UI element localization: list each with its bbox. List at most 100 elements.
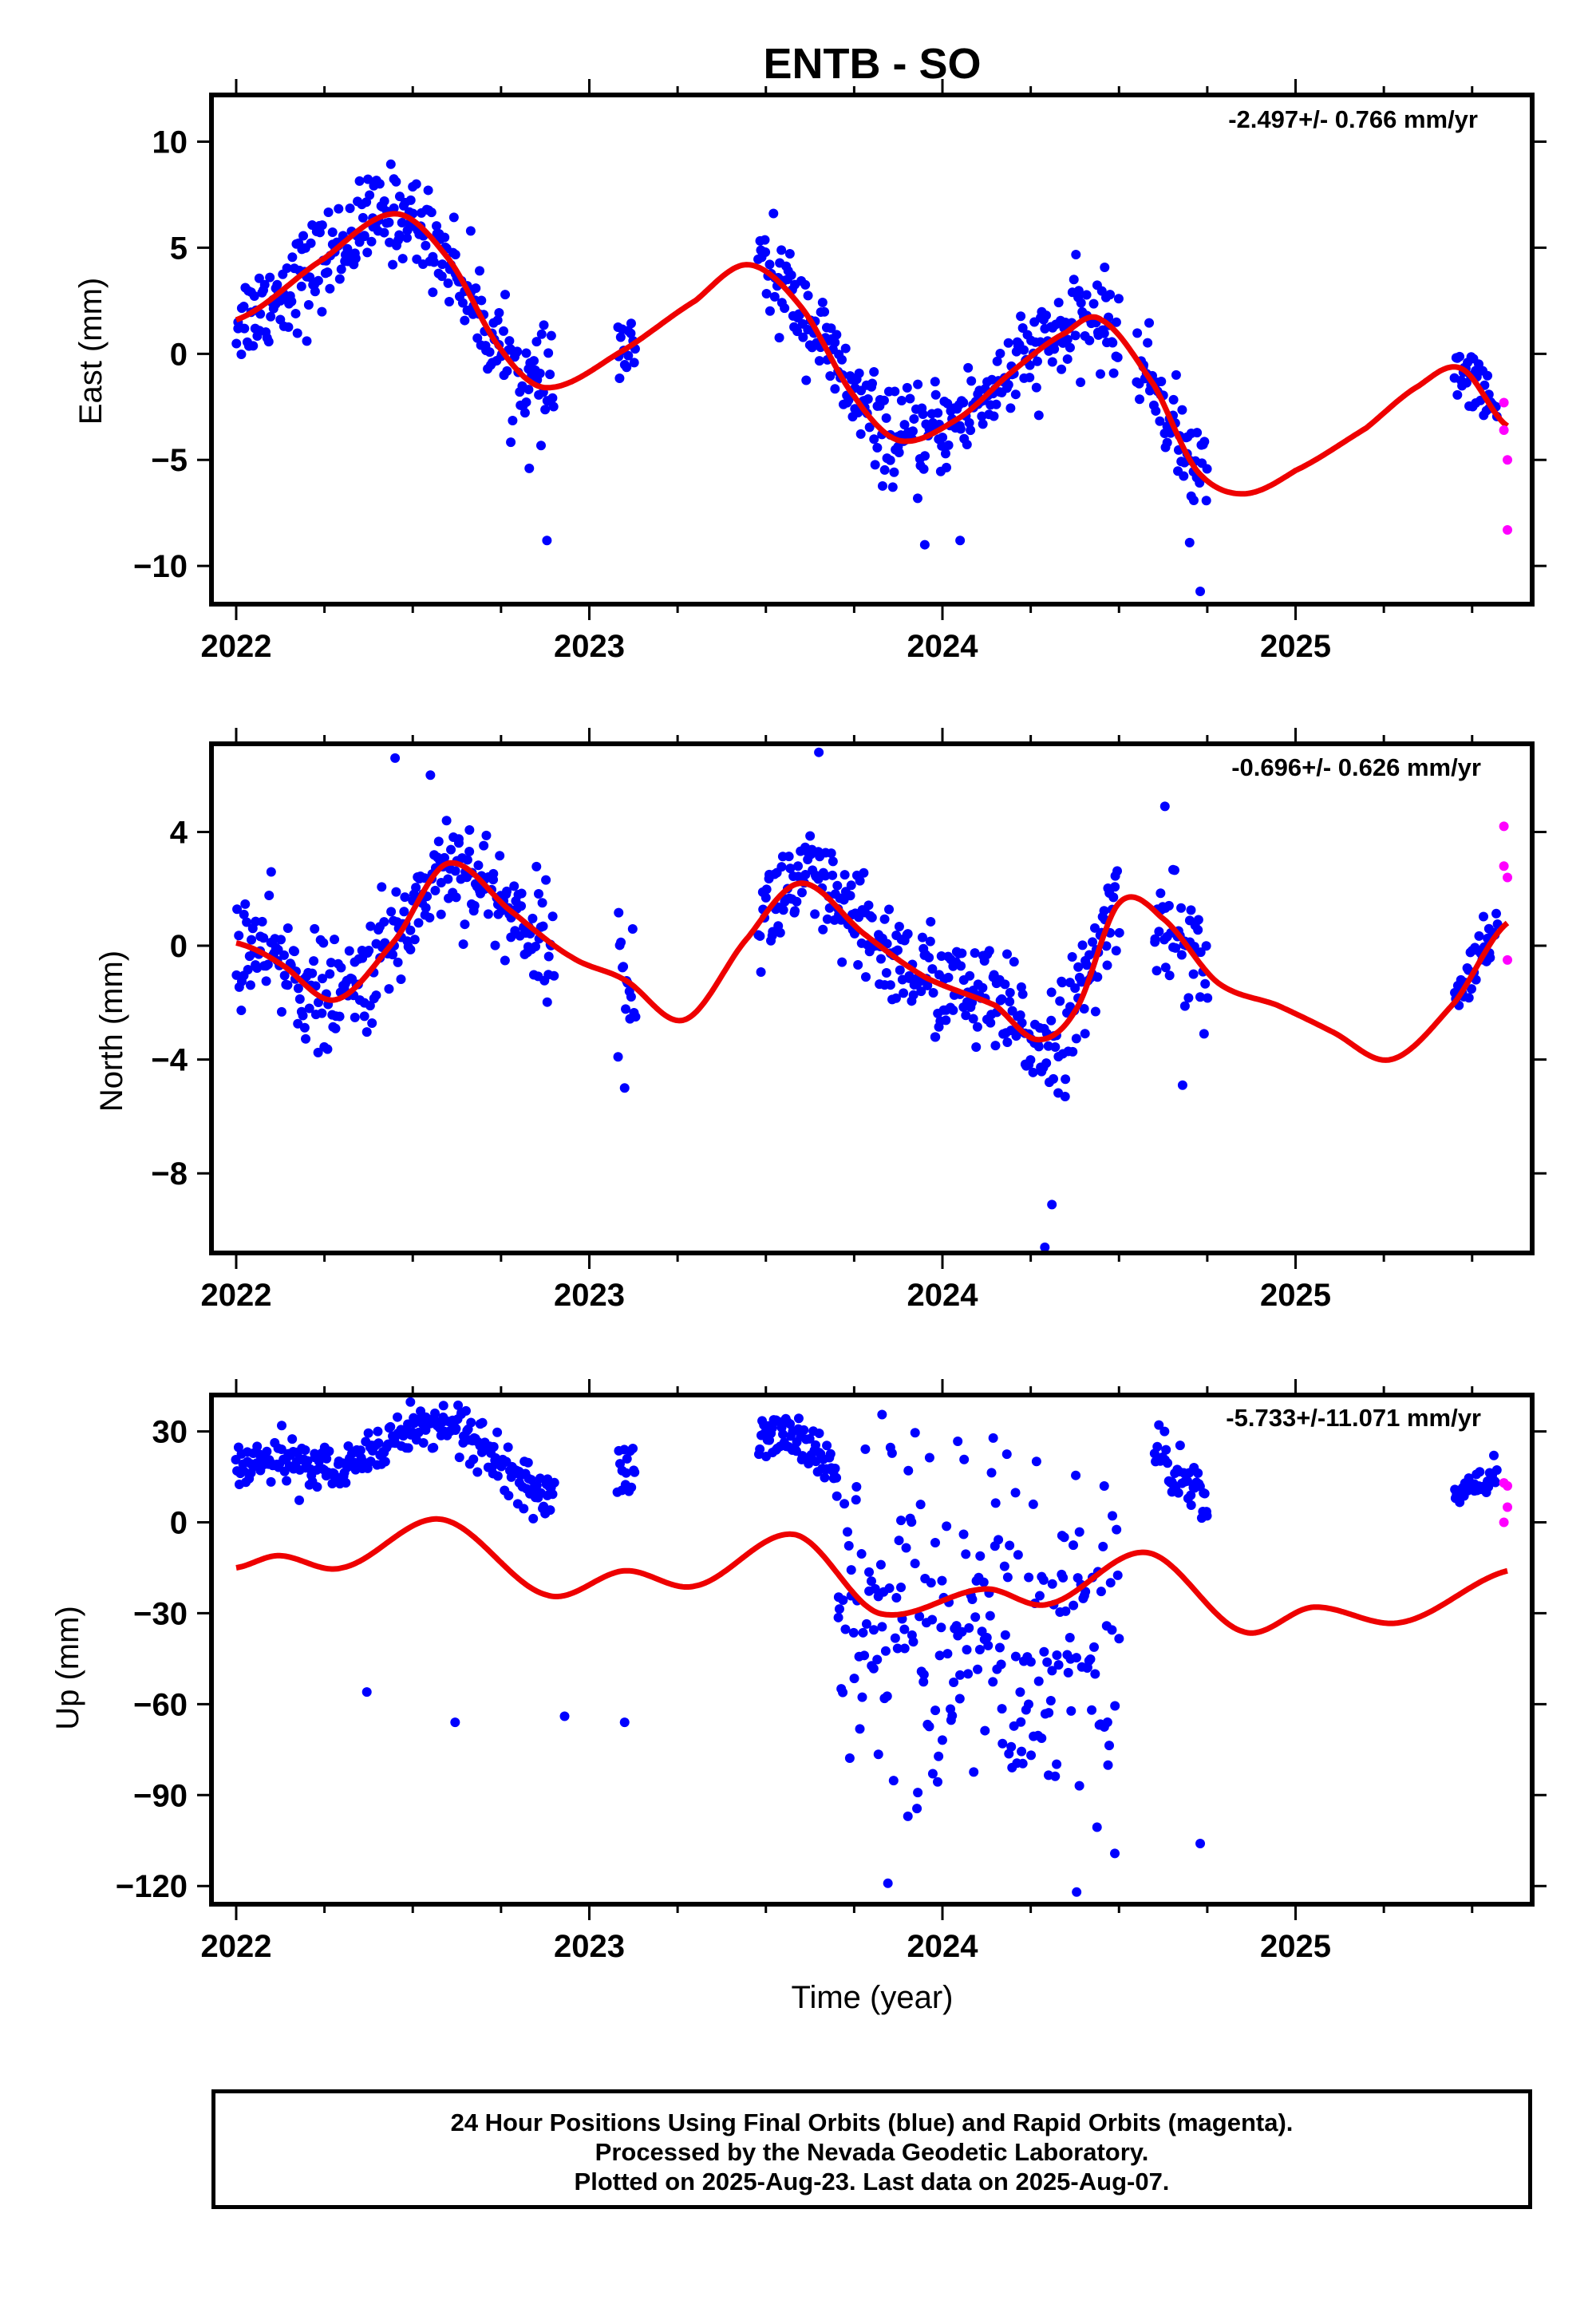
final-orbit-point bbox=[1072, 1887, 1082, 1897]
final-orbit-point bbox=[1200, 978, 1211, 989]
final-orbit-point bbox=[1483, 1482, 1494, 1492]
final-orbit-point bbox=[1073, 962, 1084, 972]
final-orbit-point bbox=[899, 988, 909, 998]
final-orbit-point bbox=[943, 440, 954, 450]
final-orbit-point bbox=[1156, 888, 1166, 899]
final-orbit-point bbox=[440, 232, 450, 243]
east-plot-area: 10 5 0 −5 −10 2022 2023 2024 2025 bbox=[133, 79, 1547, 664]
final-orbit-point bbox=[889, 467, 899, 477]
final-orbit-point bbox=[832, 1491, 842, 1501]
final-orbit-point bbox=[322, 1453, 332, 1464]
final-orbit-point bbox=[418, 1438, 429, 1448]
final-orbit-point bbox=[842, 1527, 852, 1537]
final-orbit-point bbox=[800, 869, 811, 879]
final-orbit-point bbox=[882, 1691, 892, 1701]
final-orbit-point bbox=[899, 420, 910, 430]
final-orbit-point bbox=[326, 958, 336, 968]
east-ytick-label: −10 bbox=[133, 549, 188, 584]
final-orbit-point bbox=[933, 1777, 943, 1787]
final-orbit-point bbox=[484, 347, 495, 358]
final-orbit-point bbox=[334, 204, 344, 214]
final-orbit-point bbox=[910, 1428, 920, 1438]
final-orbit-point bbox=[953, 1436, 963, 1446]
final-orbit-point bbox=[961, 1549, 971, 1559]
final-orbit-point bbox=[1195, 477, 1205, 488]
final-orbit-point bbox=[860, 972, 871, 982]
final-orbit-point bbox=[836, 354, 847, 365]
final-orbit-point bbox=[327, 227, 338, 238]
final-orbit-point bbox=[838, 1595, 848, 1606]
final-orbit-point bbox=[500, 290, 511, 300]
final-orbit-point bbox=[854, 368, 864, 378]
final-orbit-point bbox=[1160, 962, 1171, 973]
final-orbit-point bbox=[877, 1622, 887, 1632]
final-orbit-point bbox=[1186, 1490, 1196, 1500]
final-orbit-point bbox=[1179, 1001, 1190, 1011]
final-orbit-point bbox=[776, 862, 787, 872]
final-orbit-point bbox=[384, 217, 394, 227]
final-orbit-point bbox=[991, 399, 1001, 409]
final-orbit-point bbox=[1023, 1699, 1033, 1709]
final-orbit-point bbox=[1067, 951, 1077, 962]
final-orbit-point bbox=[464, 846, 475, 856]
final-orbit-point bbox=[1177, 405, 1187, 415]
final-orbit-point bbox=[964, 417, 974, 428]
final-orbit-point bbox=[978, 419, 988, 429]
east-xtick-label: 2022 bbox=[200, 629, 271, 664]
north-xtick-label: 2023 bbox=[554, 1278, 625, 1313]
final-orbit-point bbox=[903, 1465, 914, 1476]
final-orbit-point bbox=[428, 287, 438, 298]
final-orbit-point bbox=[1112, 352, 1123, 362]
final-orbit-point bbox=[1024, 1572, 1034, 1583]
final-orbit-point bbox=[317, 1008, 327, 1018]
final-orbit-point bbox=[429, 257, 439, 267]
final-orbit-point bbox=[1069, 1540, 1079, 1551]
final-orbit-point bbox=[830, 338, 840, 348]
final-orbit-point bbox=[1033, 410, 1044, 421]
final-orbit-point bbox=[868, 1625, 879, 1635]
final-orbit-point bbox=[760, 247, 771, 257]
final-orbit-point bbox=[276, 935, 286, 945]
final-orbit-point bbox=[1033, 1676, 1044, 1686]
final-orbit-point bbox=[855, 1724, 865, 1734]
final-orbit-point bbox=[243, 965, 253, 975]
final-orbit-point bbox=[371, 990, 381, 1001]
final-orbit-point bbox=[1025, 360, 1035, 370]
final-orbit-point bbox=[266, 311, 276, 322]
final-orbit-point bbox=[536, 329, 547, 339]
final-orbit-point bbox=[1033, 1041, 1044, 1052]
final-orbit-point bbox=[988, 1433, 998, 1443]
final-orbit-point bbox=[377, 882, 387, 892]
final-orbit-point bbox=[924, 1452, 934, 1463]
east-data-layer bbox=[231, 159, 1513, 597]
final-orbit-point bbox=[629, 358, 639, 368]
final-orbit-point bbox=[405, 195, 416, 205]
final-orbit-point bbox=[832, 1472, 842, 1483]
final-orbit-point bbox=[471, 283, 481, 294]
final-orbit-point bbox=[626, 318, 636, 329]
final-orbit-point bbox=[962, 1645, 972, 1655]
final-orbit-point bbox=[240, 899, 251, 909]
final-orbit-point bbox=[896, 1583, 907, 1593]
final-orbit-point bbox=[896, 1516, 907, 1526]
final-orbit-point bbox=[1101, 941, 1112, 951]
final-orbit-point bbox=[481, 830, 492, 840]
final-orbit-point bbox=[1132, 328, 1143, 338]
final-orbit-point bbox=[429, 1442, 439, 1452]
final-orbit-point bbox=[915, 1500, 926, 1510]
final-orbit-point bbox=[1003, 338, 1013, 348]
final-orbit-point bbox=[930, 377, 940, 387]
footer-caption-box: 24 Hour Positions Using Final Orbits (bl… bbox=[211, 2089, 1532, 2209]
final-orbit-point bbox=[1090, 1006, 1100, 1017]
final-orbit-point bbox=[531, 337, 542, 347]
final-orbit-point bbox=[350, 253, 361, 263]
final-orbit-point bbox=[1011, 1031, 1021, 1041]
final-orbit-point bbox=[768, 208, 779, 219]
final-orbit-point bbox=[1085, 1654, 1096, 1664]
final-orbit-point bbox=[469, 900, 480, 911]
final-orbit-point bbox=[1089, 1642, 1100, 1652]
final-orbit-point bbox=[1002, 1572, 1013, 1583]
final-orbit-point bbox=[492, 1427, 503, 1437]
final-orbit-point bbox=[309, 956, 319, 966]
final-orbit-point bbox=[834, 1604, 844, 1614]
